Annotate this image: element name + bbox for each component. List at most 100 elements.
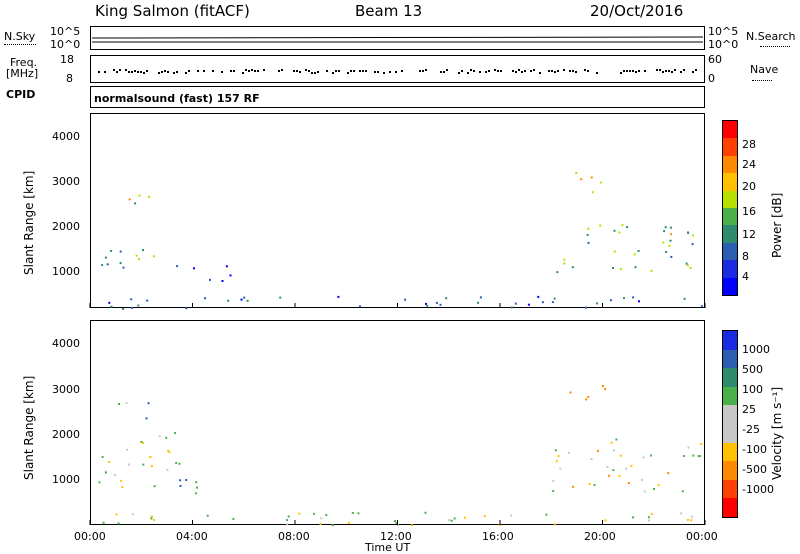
power-cbar-tick-8: 8: [742, 250, 749, 263]
echo-cell: [325, 514, 328, 516]
echo-cell: [665, 251, 668, 253]
echo-cell: [450, 519, 453, 522]
echo-cell: [686, 264, 689, 267]
echo-cell: [117, 522, 120, 525]
echo-cell: [410, 524, 413, 527]
cpid-panel: [90, 86, 705, 108]
power-cbar-tick-4: 4: [742, 270, 749, 283]
echo-cell: [104, 470, 107, 473]
echo-cell: [477, 301, 479, 304]
echo-cell: [553, 297, 556, 300]
freq-point: [158, 72, 160, 74]
echo-cell: [185, 307, 188, 310]
freq-point: [188, 70, 190, 72]
velocity-cbar-tick-100: 100: [742, 383, 763, 396]
echo-cell: [642, 456, 645, 459]
echo-cell: [137, 304, 140, 307]
echo-cell: [179, 485, 182, 487]
echo-cell: [691, 515, 693, 518]
freq-point: [551, 70, 553, 72]
echo-cell: [125, 402, 128, 405]
velocity-colorbar: [722, 330, 738, 518]
echo-cell: [150, 515, 153, 518]
echo-cell: [638, 300, 640, 303]
freq-point: [659, 69, 661, 71]
echo-cell: [246, 299, 249, 302]
echo-cell: [178, 462, 181, 465]
power-cbar-tick-12: 12: [742, 228, 756, 241]
echo-cell: [149, 456, 152, 458]
freq-point: [167, 71, 169, 73]
echo-cell: [633, 253, 636, 256]
freq-point: [620, 72, 622, 74]
nave-label-dots: [752, 80, 772, 81]
echo-cell: [563, 258, 566, 261]
echo-cell: [683, 455, 686, 457]
freq-point: [626, 70, 628, 72]
echo-cell: [397, 524, 399, 527]
freq-point: [644, 70, 646, 72]
date-title: 20/Oct/2016: [590, 2, 684, 20]
echo-cell: [110, 249, 113, 252]
colorbar-segment: [723, 368, 737, 387]
colorbar-segment: [723, 349, 737, 369]
echo-cell: [134, 202, 137, 205]
colorbar-segment: [723, 208, 737, 226]
echo-cell: [320, 517, 323, 520]
echo-cell: [102, 521, 105, 524]
echo-cell: [240, 298, 243, 301]
freq-point: [521, 71, 523, 73]
freq-point: [128, 71, 130, 73]
freq-point: [572, 70, 574, 72]
velocity-ytick-3000: 3000: [52, 383, 80, 396]
freq-point: [494, 69, 496, 71]
freq-point: [104, 71, 106, 73]
echo-cell: [122, 308, 125, 310]
echo-cell: [554, 449, 557, 452]
echo-cell: [612, 469, 615, 472]
echo-cell: [618, 231, 621, 234]
freq-point: [359, 70, 361, 72]
echo-cell: [613, 250, 616, 253]
echo-cell: [135, 254, 138, 257]
velocity-cbar-tick-1000: 1000: [742, 343, 770, 356]
freq-point: [197, 70, 199, 72]
echo-cell: [514, 302, 517, 305]
freq-point: [335, 70, 337, 72]
echo-cell: [108, 461, 111, 463]
nsky-tick-top: 10^5: [50, 25, 81, 38]
echo-cell: [650, 513, 653, 516]
colorbar-segment: [723, 138, 737, 156]
nsky-label-dots: [4, 44, 36, 45]
echo-cell: [556, 271, 559, 274]
freq-point: [374, 71, 376, 73]
xtick-4: 16:00: [482, 530, 514, 543]
echo-cell: [615, 438, 618, 441]
echo-cell: [140, 441, 143, 443]
echo-cell: [669, 239, 672, 242]
echo-cell: [104, 471, 107, 474]
echo-cell: [243, 296, 246, 299]
echo-cell: [209, 278, 211, 281]
freq-point: [500, 70, 502, 72]
echo-cell: [479, 296, 482, 299]
freq-point: [389, 71, 391, 73]
colorbar-segment: [723, 424, 737, 443]
freq-point: [632, 70, 634, 72]
freq-point: [251, 69, 253, 71]
echo-cell: [596, 302, 599, 305]
freq-label-line1: Freq.: [10, 56, 38, 69]
freq-point: [467, 72, 469, 74]
echo-cell: [541, 301, 544, 304]
echo-cell: [185, 479, 188, 481]
echo-cell: [498, 524, 501, 527]
echo-cell: [670, 233, 673, 236]
echo-cell: [618, 475, 621, 478]
echo-cell: [613, 229, 616, 232]
echo-cell: [195, 481, 198, 484]
echo-cell: [221, 280, 224, 282]
echo-cell: [174, 431, 176, 434]
freq-point: [662, 71, 664, 73]
echo-cell: [118, 403, 120, 405]
echo-cell: [448, 519, 451, 522]
